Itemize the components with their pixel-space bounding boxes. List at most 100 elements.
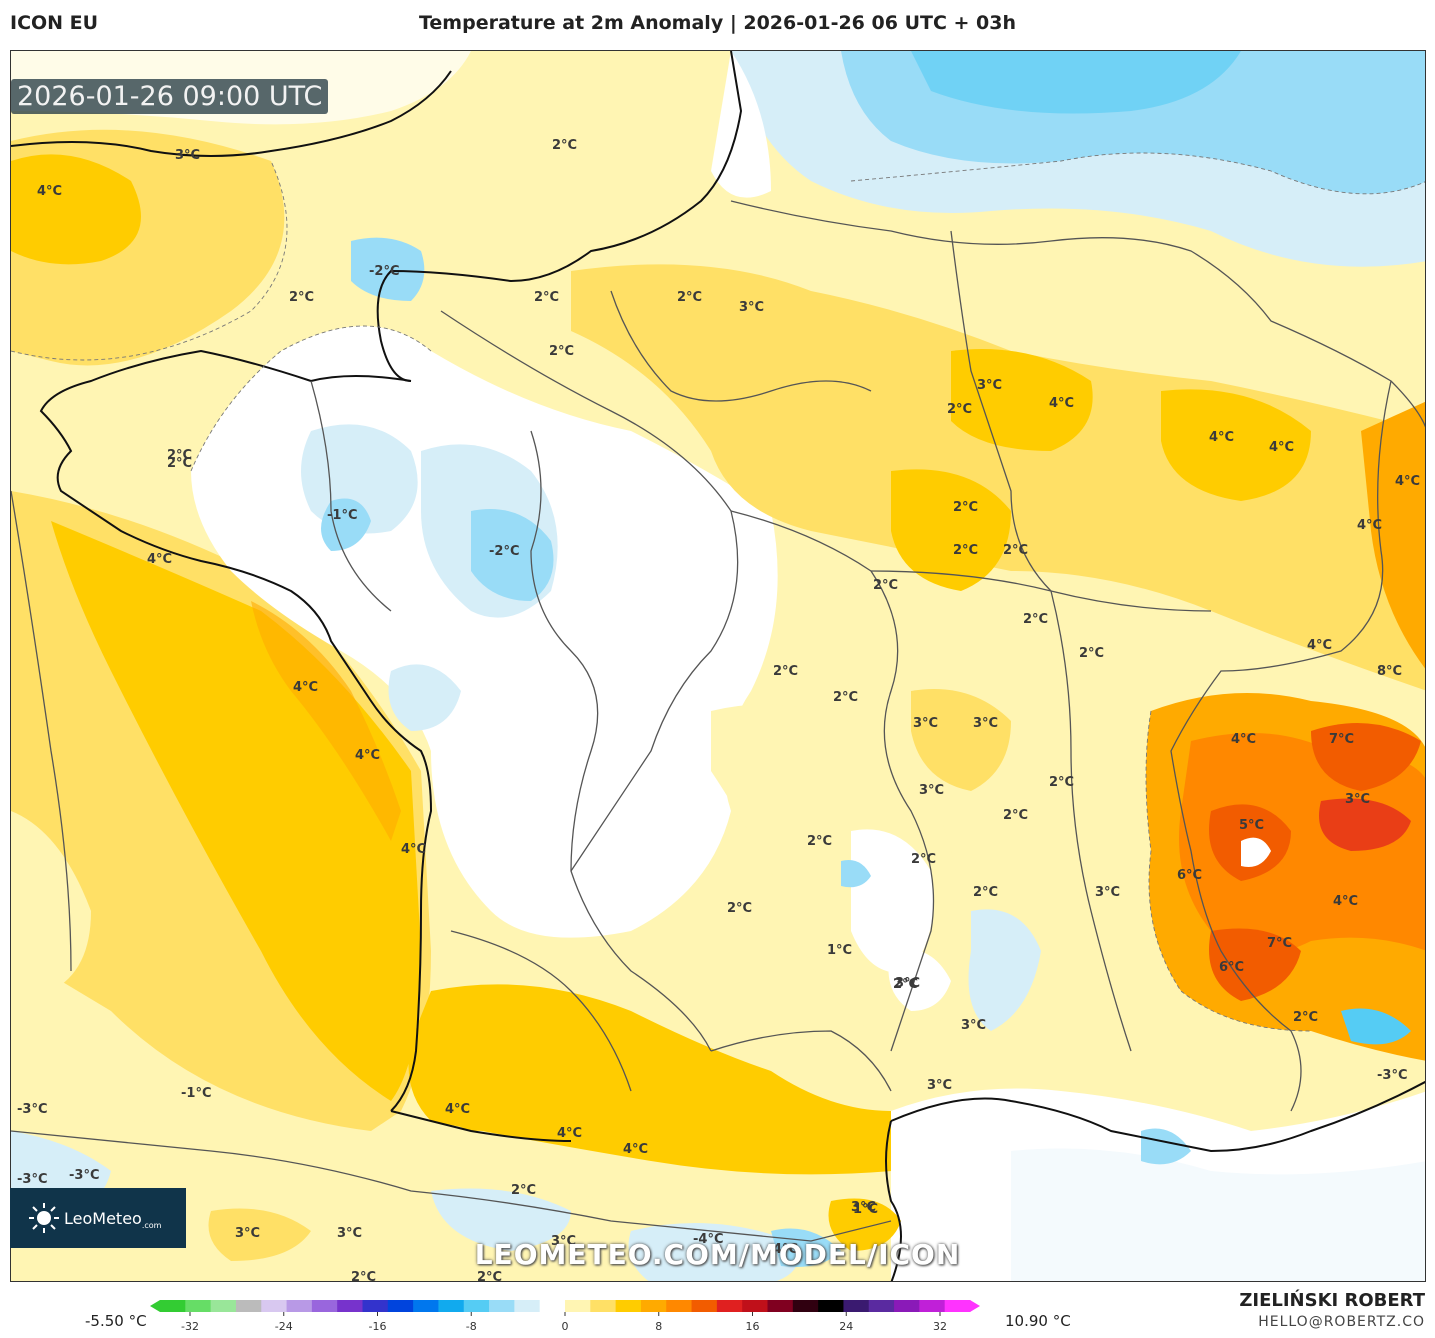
colorbar-swatch: [615, 1300, 642, 1312]
logo-text: LeoMeteo.com: [64, 1209, 162, 1231]
map-temperature-label: 2°C: [893, 977, 918, 992]
map-temperature-label: -2°C: [489, 544, 519, 559]
leometeo-logo: LeoMeteo.com: [10, 1188, 186, 1248]
colorbar-swatch: [286, 1300, 313, 1312]
map-temperature-label: 3°C: [961, 1018, 986, 1033]
map-temperature-label: 1°C: [827, 943, 852, 958]
map-temperature-label: 2°C: [953, 543, 978, 558]
map-temperature-label: 4°C: [1049, 396, 1074, 411]
colorbar-swatch: [716, 1300, 743, 1312]
colorbar-swatch: [489, 1300, 515, 1312]
colorbar-swatch: [311, 1300, 338, 1312]
chart-title: Temperature at 2m Anomaly | 2026-01-26 0…: [418, 12, 1017, 34]
map-temperature-label: 4°C: [293, 680, 318, 695]
map-temperature-label: 4°C: [557, 1126, 582, 1141]
map-temperature-label: 4°C: [1269, 440, 1294, 455]
map-temperature-label: 7°C: [1267, 936, 1292, 951]
colorbar-swatch: [767, 1300, 794, 1312]
colorbar-swatch: [792, 1300, 819, 1312]
map-temperature-label: 2°C: [973, 885, 998, 900]
map-temperature-label: 2°C: [549, 344, 574, 359]
colorbar-swatch: [919, 1300, 946, 1312]
map-temperature-label: 4°C: [1231, 732, 1256, 747]
map-temperature-label: 3°C: [851, 1200, 876, 1215]
map-temperature-label: 2°C: [289, 290, 314, 305]
map-temperature-label: 2°C: [1293, 1010, 1318, 1025]
colorbar-swatch: [868, 1300, 895, 1312]
map-temperature-label: 3°C: [913, 716, 938, 731]
colorbar-swatch: [337, 1300, 363, 1312]
colorbar-swatch: [742, 1300, 768, 1312]
map-temperature-label: 4°C: [37, 184, 62, 199]
map-temperature-label: 3°C: [1095, 885, 1120, 900]
colorbar-swatch: [514, 1300, 541, 1312]
colorbar-swatch: [590, 1300, 617, 1312]
map-temperature-label: 2°C: [167, 448, 192, 463]
map-temperature-label: 4°C: [445, 1102, 470, 1117]
map-temperature-label: -3°C: [1377, 1068, 1407, 1083]
map-temperature-label: 2°C: [477, 1270, 502, 1282]
colorbar-swatch: [235, 1300, 262, 1312]
map-temperature-label: 2°C: [1049, 775, 1074, 790]
colorbar-tick-label: 0: [562, 1320, 569, 1333]
map-temperature-label: 4°C: [1333, 894, 1358, 909]
map-temperature-label: 3°C: [337, 1226, 362, 1241]
colorbar-swatch: [438, 1300, 465, 1312]
colorbar-swatch: [843, 1300, 870, 1312]
colorbar-swatch: [413, 1300, 439, 1312]
colorbar-swatch: [818, 1300, 844, 1312]
colorbar-swatch: [944, 1300, 971, 1312]
colorbar-swatch: [387, 1300, 414, 1312]
colorbar-swatch: [539, 1300, 566, 1312]
map-temperature-label: 3°C: [895, 976, 920, 991]
colorbar-min-label: -5.50 °C: [85, 1312, 147, 1330]
map-temperature-label: 2°C: [727, 901, 752, 916]
map-temperature-label: 3°C: [919, 783, 944, 798]
colorbar-max-arrow: [970, 1300, 980, 1312]
colorbar-swatch: [185, 1300, 212, 1312]
map-temperature-label: 4°C: [1209, 430, 1234, 445]
author-name: ZIELIŃSKI ROBERT: [1239, 1290, 1425, 1311]
map-temperature-label: 2°C: [534, 290, 559, 305]
map-temperature-label: 2°C: [1079, 646, 1104, 661]
map-temperature-label: 2°C: [953, 500, 978, 515]
map-temperature-label: 4°C: [773, 1242, 798, 1257]
map-temperature-label: 2°C: [1003, 808, 1028, 823]
colorbar-swatch: [565, 1300, 591, 1312]
colorbar-swatch: [640, 1300, 667, 1312]
map-temperature-label: 2°C: [511, 1183, 536, 1198]
map-temperature-label: 2°C: [911, 852, 936, 867]
map-temperature-label: 4°C: [1395, 474, 1420, 489]
colorbar: -32 -24 -16 -8 0 8 16 24 32: [150, 1300, 980, 1333]
map-temperature-label: 2°C: [677, 290, 702, 305]
map-temperature-label: 4°C: [401, 842, 426, 857]
map-temperature-label: 2°C: [351, 1270, 376, 1282]
map-temperature-label: 3°C: [551, 1234, 576, 1249]
colorbar-swatch: [362, 1300, 389, 1312]
colorbar-tick-label: 16: [746, 1320, 760, 1333]
map-canvas: 4°C3°C2°C-2°C2°C 2°C 2°C3°C2°C2°C2°C-1°C4°…: [11, 51, 1425, 1282]
map-temperature-label: 3°C: [235, 1226, 260, 1241]
map-temperature-label: 2°C: [947, 402, 972, 417]
colorbar-swatch: [160, 1300, 186, 1312]
author-email: HELLO@ROBERTZ.CO: [1258, 1314, 1425, 1330]
map-temperature-label: 5°C: [1239, 818, 1264, 833]
map-temperature-label: 7°C: [1329, 732, 1354, 747]
map-temperature-label: 6°C: [1219, 960, 1244, 975]
map-temperature-label: 3°C: [973, 716, 998, 731]
map-temperature-label: 4°C: [147, 552, 172, 567]
colorbar-swatch: [261, 1300, 288, 1312]
map-temperature-label: 2°C: [167, 456, 192, 471]
map-temperature-label: 6°C: [1177, 868, 1202, 883]
colorbar-swatch: [210, 1300, 237, 1312]
colorbar-min-arrow: [150, 1300, 160, 1312]
map-temperature-label: 3°C: [927, 1078, 952, 1093]
colorbar-swatch: [894, 1300, 920, 1312]
map-temperature-label: 3°C: [739, 300, 764, 315]
model-name: ICON EU: [10, 12, 99, 34]
map-temperature-label: -3°C: [17, 1102, 47, 1117]
colorbar-tick-label: -16: [369, 1320, 387, 1333]
map-temperature-label: -3°C: [17, 1172, 47, 1187]
colorbar-tick-label: -32: [181, 1320, 199, 1333]
map-temperature-label: 2°C: [807, 834, 832, 849]
